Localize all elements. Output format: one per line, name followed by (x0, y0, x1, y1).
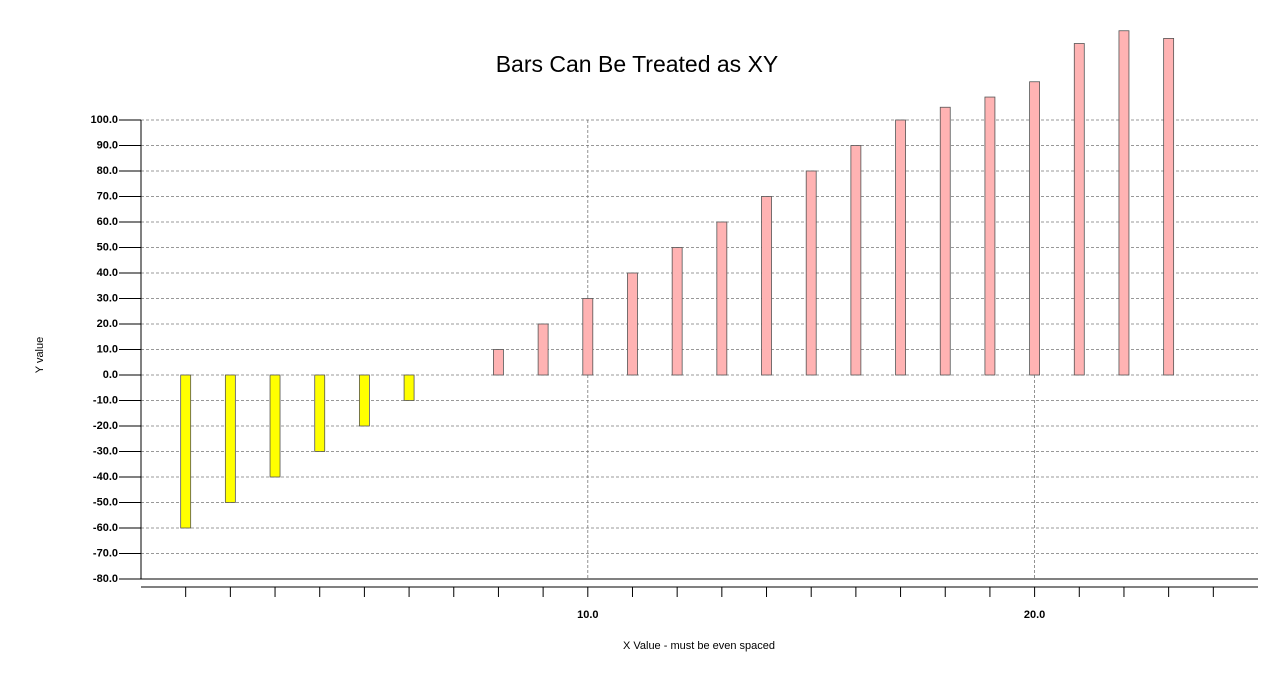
y-tick-label: 40.0 (97, 267, 118, 279)
y-axis-label: Y value (34, 337, 46, 374)
bar (716, 221, 728, 376)
y-tick-label: 90.0 (97, 139, 118, 151)
bar (1029, 81, 1040, 376)
y-tick-label: -40.0 (93, 471, 118, 483)
y-tick-label: 30.0 (97, 292, 118, 304)
y-tick-label: -20.0 (93, 420, 118, 432)
y-tick-label: 70.0 (97, 190, 118, 202)
y-tick-label: 0.0 (103, 369, 118, 381)
bar (224, 374, 236, 503)
bar (1163, 38, 1175, 376)
bar (537, 323, 549, 376)
bar (1118, 30, 1130, 376)
y-tick-label: 100.0 (90, 114, 118, 126)
x-tick-label: 10.0 (577, 609, 598, 621)
bar (269, 374, 281, 478)
bar (984, 96, 996, 376)
bar (939, 106, 951, 376)
y-tick-label: -30.0 (93, 445, 118, 457)
bar (627, 272, 638, 376)
y-tick-label: -10.0 (93, 394, 118, 406)
bar (805, 170, 817, 376)
y-tick-label: 80.0 (97, 165, 118, 177)
x-tick-label: 20.0 (1024, 609, 1045, 621)
bar (314, 374, 326, 452)
chart-title: Bars Can Be Treated as XY (496, 51, 779, 77)
bar (671, 247, 683, 376)
y-tick-label: -70.0 (93, 547, 118, 559)
x-axis-label: X Value - must be even spaced (623, 640, 775, 652)
y-tick-label: 60.0 (97, 216, 118, 228)
bar (761, 196, 772, 376)
bar (358, 374, 370, 427)
y-tick-label: -80.0 (93, 573, 118, 585)
bar (493, 349, 504, 376)
bar (850, 145, 862, 376)
bar (403, 374, 415, 401)
bar (895, 119, 906, 376)
y-tick-label: -60.0 (93, 522, 118, 534)
bar (180, 374, 192, 529)
y-tick-label: -50.0 (93, 496, 118, 508)
y-tick-label: 10.0 (97, 343, 118, 355)
y-tick-label: 50.0 (97, 241, 118, 253)
bar (1073, 43, 1085, 376)
bar (582, 298, 594, 376)
y-tick-label: 20.0 (97, 318, 118, 330)
